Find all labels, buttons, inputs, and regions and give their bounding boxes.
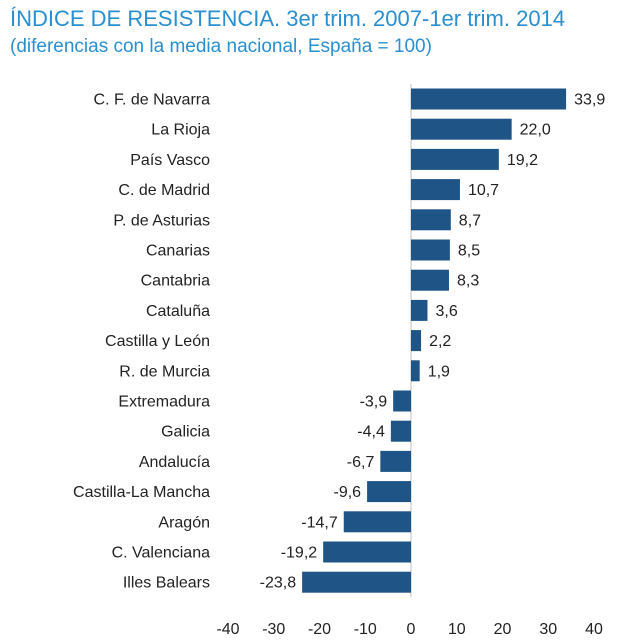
category-label: C. de Madrid <box>118 182 210 199</box>
bar <box>411 209 451 231</box>
value-label: -23,8 <box>260 575 297 592</box>
category-label: R. de Murcia <box>119 363 210 380</box>
bar <box>302 571 411 593</box>
category-label: Castilla-La Mancha <box>73 484 210 501</box>
category-label: Galicia <box>161 424 210 441</box>
category-label: Cataluña <box>146 303 210 320</box>
x-tick-label: -10 <box>354 621 377 638</box>
bar <box>367 481 411 503</box>
x-tick-label: 0 <box>407 621 416 638</box>
value-label: -9,6 <box>334 484 362 501</box>
x-tick-label: -40 <box>216 621 239 638</box>
bar <box>390 420 411 442</box>
x-tick-label: 20 <box>494 621 512 638</box>
bar <box>411 179 460 201</box>
category-label: Castilla y León <box>105 333 210 350</box>
bar <box>380 450 411 472</box>
bar <box>411 118 512 140</box>
category-label: Aragón <box>158 514 210 531</box>
bar <box>411 330 422 352</box>
category-label: Canarias <box>146 243 210 260</box>
value-label: -14,7 <box>301 514 338 531</box>
value-label: -3,9 <box>360 394 388 411</box>
x-tick-label: 40 <box>585 621 603 638</box>
value-label: 33,9 <box>574 92 605 109</box>
bar <box>343 511 411 533</box>
bar <box>411 299 428 321</box>
value-label: 19,2 <box>507 152 538 169</box>
category-label: Andalucía <box>139 454 210 471</box>
x-tick-label: -30 <box>262 621 285 638</box>
bar <box>393 390 411 412</box>
value-label: -19,2 <box>281 545 318 562</box>
chart-subtitle: (diferencias con la media nacional, Espa… <box>10 36 432 57</box>
value-label: -6,7 <box>347 454 375 471</box>
category-label: La Rioja <box>151 122 210 139</box>
bar <box>411 360 420 382</box>
x-tick-label: 30 <box>539 621 557 638</box>
value-label: 10,7 <box>468 182 499 199</box>
category-label: Illes Balears <box>123 575 210 592</box>
bar <box>411 239 450 261</box>
bar <box>411 148 499 170</box>
value-label: 2,2 <box>429 333 451 350</box>
bar <box>411 269 449 291</box>
category-label: País Vasco <box>130 152 210 169</box>
category-label: C. F. de Navarra <box>94 92 211 109</box>
category-label: P. de Asturias <box>113 212 210 229</box>
value-label: -4,4 <box>357 424 385 441</box>
chart-title: ÍNDICE DE RESISTENCIA. 3er trim. 2007-1e… <box>10 6 566 31</box>
x-tick-label: -20 <box>308 621 331 638</box>
category-label: Extremadura <box>118 394 210 411</box>
value-label: 8,3 <box>457 273 479 290</box>
value-label: 8,7 <box>459 212 481 229</box>
value-label: 8,5 <box>458 243 480 260</box>
category-label: C. Valenciana <box>112 545 211 562</box>
x-tick-label: 10 <box>448 621 466 638</box>
value-label: 3,6 <box>435 303 457 320</box>
bar <box>323 541 411 563</box>
value-label: 22,0 <box>520 122 551 139</box>
bar <box>411 88 567 110</box>
category-label: Cantabria <box>141 273 210 290</box>
value-label: 1,9 <box>428 363 450 380</box>
